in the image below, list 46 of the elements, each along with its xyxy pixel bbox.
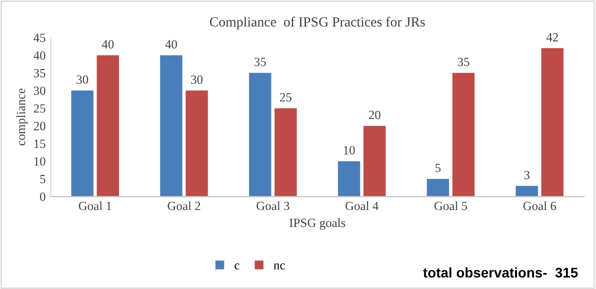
data-label: 20 [368, 110, 380, 120]
y-tick-label: 10 [34, 157, 46, 166]
bar [96, 55, 120, 197]
data-label: 25 [280, 93, 292, 102]
data-label: 30 [191, 75, 203, 84]
data-label: 5 [436, 164, 441, 172]
y-tick-label: 35 [34, 68, 46, 78]
bar [249, 72, 272, 197]
y-tick-label: 0 [40, 192, 46, 201]
legend-label: c [234, 263, 240, 270]
y-tick-label: 25 [34, 104, 46, 113]
x-tick-label: Goal 1 [78, 201, 112, 210]
x-tick-label: Goal 6 [523, 201, 556, 210]
data-label: 30 [76, 75, 88, 84]
x-tick-label: Goal 5 [434, 201, 468, 210]
y-axis-title: compliance [16, 88, 28, 146]
x-tick-label: Goal 4 [346, 201, 378, 210]
bar [274, 108, 297, 197]
bar [541, 48, 564, 197]
bar [71, 90, 94, 197]
bar [160, 55, 182, 197]
data-label: 40 [102, 40, 114, 49]
y-tick-label: 20 [34, 122, 46, 130]
data-label: 40 [165, 40, 178, 49]
x-tick-label: Goal 3 [256, 201, 290, 210]
x-axis-title: IPSG goals [290, 218, 346, 230]
y-tick-label: 30 [34, 86, 46, 96]
x-tick-label: Goal 2 [168, 201, 200, 210]
bar [516, 186, 538, 197]
text: total observations- 315 [423, 267, 578, 278]
data-label: 3 [524, 170, 530, 180]
bar [338, 161, 360, 197]
y-tick-label: 45 [34, 34, 46, 42]
bar [363, 126, 386, 197]
bar [186, 90, 208, 197]
bar [426, 178, 450, 197]
y-tick-label: 40 [34, 51, 46, 60]
data-label: 35 [254, 58, 266, 66]
y-tick-label: 15 [34, 140, 46, 148]
chart-title: Compliance of IPSG Practices for JRs [210, 16, 425, 30]
legend-label: nc [274, 263, 285, 270]
data-label: 35 [458, 58, 470, 66]
y-tick-label: 5 [40, 175, 46, 184]
data-label: 10 [344, 146, 355, 154]
bar [452, 72, 475, 197]
data-label: 42 [546, 33, 558, 42]
